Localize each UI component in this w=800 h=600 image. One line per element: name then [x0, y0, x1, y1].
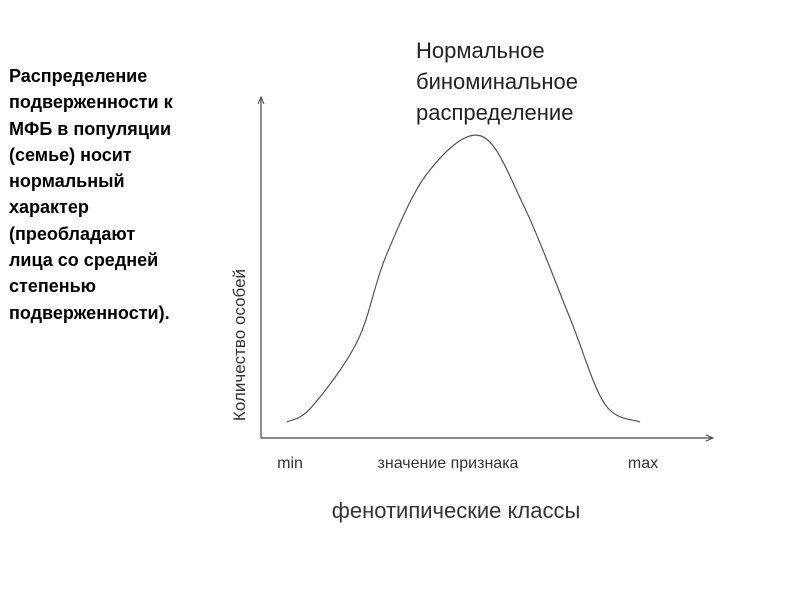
x-tick-label: min [277, 455, 303, 472]
x-tick-labels: min значение признака max [277, 455, 658, 472]
distribution-description: Распределение подверженности к МФБ в поп… [9, 66, 173, 323]
x-tick-label: max [628, 455, 658, 472]
y-axis-label: Количество особей [230, 269, 249, 421]
x-axis-label: фенотипические классы [332, 498, 581, 523]
x-tick-label: значение признака [378, 455, 519, 472]
distribution-curve [286, 134, 641, 423]
chart-title: Нормальное биноминальное распределение [416, 38, 578, 125]
